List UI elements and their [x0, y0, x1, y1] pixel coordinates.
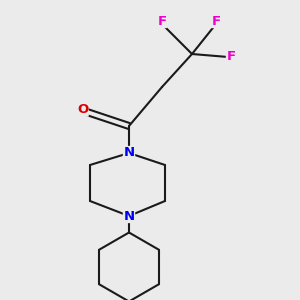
Text: N: N [123, 209, 135, 223]
Text: F: F [158, 14, 166, 28]
Text: N: N [123, 146, 135, 160]
Text: F: F [226, 50, 236, 64]
Text: F: F [212, 14, 220, 28]
Text: O: O [77, 103, 88, 116]
